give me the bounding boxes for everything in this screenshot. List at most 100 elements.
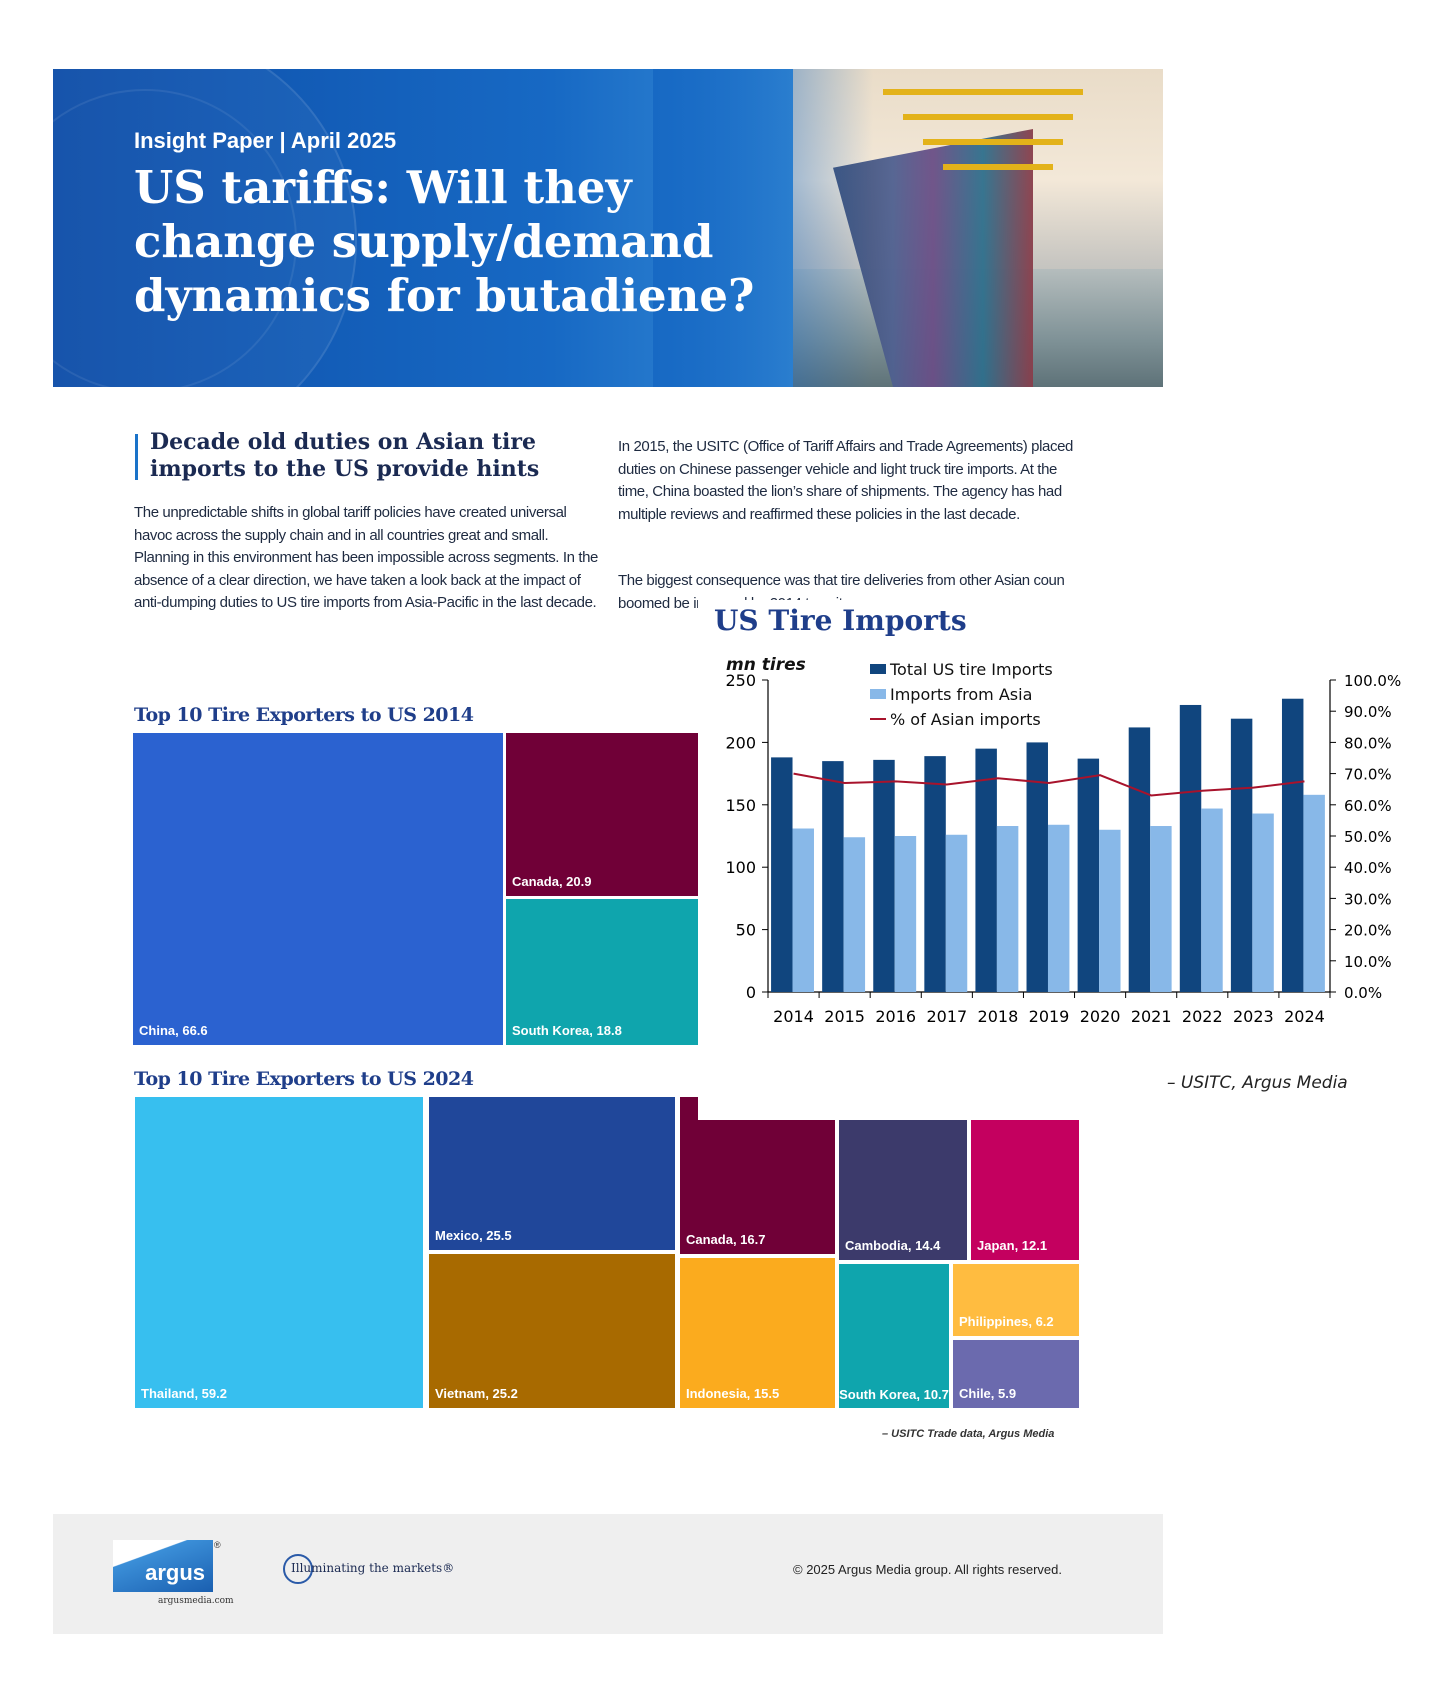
treemap-source-note: – USITC Trade data, Argus Media xyxy=(882,1428,1055,1440)
crane-image xyxy=(943,164,1053,170)
crane-image xyxy=(903,114,1073,120)
legend-swatch xyxy=(870,689,886,699)
treemap-cell-label: China, 66.6 xyxy=(139,1023,208,1038)
treemap-cell-south-korea: South Korea, 18.8 xyxy=(506,899,698,1045)
treemap-cell-label: Thailand, 59.2 xyxy=(141,1386,227,1401)
x-tick-label: 2019 xyxy=(1029,1007,1070,1026)
chart-title: US Tire Imports xyxy=(714,604,967,637)
y-tick-label: 150 xyxy=(725,796,756,815)
bar-total-imports xyxy=(1230,718,1253,992)
x-tick-label: 2018 xyxy=(978,1007,1019,1026)
x-tick-label: 2017 xyxy=(926,1007,967,1026)
bar-asia-imports xyxy=(1201,808,1223,992)
y2-tick-label: 50.0% xyxy=(1344,828,1392,846)
bar-total-imports xyxy=(771,757,793,992)
treemap-cell-label: Canada, 16.7 xyxy=(686,1232,766,1247)
tagline: Illuminating the markets® xyxy=(291,1561,455,1575)
copyright-text: © 2025 Argus Media group. All rights res… xyxy=(793,1562,1063,1577)
treemap-cell-label: South Korea, 18.8 xyxy=(512,1023,622,1038)
y2-tick-label: 90.0% xyxy=(1344,703,1392,721)
treemap-cell-cambodia: Cambodia, 14.4 xyxy=(839,1110,967,1260)
bar-asia-imports xyxy=(843,837,866,992)
chart-source-note: – USITC, Argus Media xyxy=(1167,1073,1348,1093)
treemap-cell-vietnam: Vietnam, 25.2 xyxy=(429,1254,675,1408)
bar-total-imports xyxy=(1077,758,1100,992)
paper-kicker: Insight Paper | April 2025 xyxy=(134,128,397,153)
legend-label: Total US tire Imports xyxy=(889,660,1053,679)
bar-total-imports xyxy=(924,756,946,992)
logo-url: argusmedia.com xyxy=(158,1596,234,1606)
treemap-cell-label: Canada, 20.9 xyxy=(512,874,592,889)
y-tick-label: 250 xyxy=(725,671,756,690)
treemap-cell-label: Indonesia, 15.5 xyxy=(686,1386,780,1401)
treemap-2024-title: Top 10 Tire Exporters to US 2024 xyxy=(134,1068,474,1090)
y2-tick-label: 30.0% xyxy=(1344,890,1392,908)
y2-tick-label: 20.0% xyxy=(1344,922,1392,940)
registered-mark: ® xyxy=(214,1540,221,1550)
section-heading: Decade old duties on Asian tire imports … xyxy=(150,429,540,482)
bar-asia-imports xyxy=(945,834,968,992)
logo-wordmark: argus xyxy=(145,1560,205,1585)
treemap-cell-chile: Chile, 5.9 xyxy=(953,1340,1079,1408)
treemap-cell-china: China, 66.6 xyxy=(133,733,503,1045)
bar-asia-imports xyxy=(1252,813,1274,992)
us-tire-imports-chart: 0 50 100 150 200 250 0.0% 10.0% 20.0% 30.0% 40.0% 5… xyxy=(725,655,1401,1026)
crane-image xyxy=(923,139,1063,145)
bar-total-imports xyxy=(873,759,895,992)
y-axis-title: mn tires xyxy=(726,655,806,675)
x-tick-label: 2022 xyxy=(1182,1007,1223,1026)
y2-tick-label: 70.0% xyxy=(1344,766,1392,784)
crane-image xyxy=(883,89,1083,95)
x-tick-label: 2024 xyxy=(1284,1007,1325,1026)
y-tick-label: 50 xyxy=(736,921,756,940)
x-tick-label: 2014 xyxy=(773,1007,814,1026)
y-tick-label: 100 xyxy=(725,858,756,877)
treemap-cell-label: Vietnam, 25.2 xyxy=(435,1386,518,1401)
bar-total-imports xyxy=(822,761,844,992)
treemap-cell-south-korea: South Korea, 10.7 xyxy=(839,1264,949,1408)
page-footer: argus ® argusmedia.com Illuminating the … xyxy=(53,1514,1163,1634)
intro-paragraph: The unpredictable shifts in global tarif… xyxy=(134,504,598,611)
treemap-cell-canada: Canada, 20.9 xyxy=(506,733,698,896)
treemap-cell-indonesia: Indonesia, 15.5 xyxy=(680,1258,835,1408)
legend-label: % of Asian imports xyxy=(890,710,1041,729)
y2-tick-label: 10.0% xyxy=(1344,953,1392,971)
y2-tick-label: 40.0% xyxy=(1344,859,1392,877)
y-tick-label: 0 xyxy=(746,983,756,1002)
bar-total-imports xyxy=(975,748,997,992)
line-asian-share xyxy=(793,772,1305,797)
lightbulb-icon xyxy=(283,1554,313,1584)
treemap-cell-label: Mexico, 25.5 xyxy=(435,1228,512,1243)
treemap-cell-canada: Canada, 16.7 xyxy=(680,1097,835,1254)
treemap-cell-label: Chile, 5.9 xyxy=(959,1386,1017,1401)
y2-tick-label: 80.0% xyxy=(1344,734,1392,752)
treemap-cell-label: South Korea, 10.7 xyxy=(839,1387,949,1402)
treemap-cell-philippines: Philippines, 6.2 xyxy=(953,1264,1079,1336)
y-tick-label: 200 xyxy=(725,733,756,752)
y2-tick-label: 60.0% xyxy=(1344,797,1392,815)
usitc-paragraph: In 2015, the USITC (Office of Tariff Aff… xyxy=(618,438,1073,523)
treemap-cell-label: Cambodia, 14.4 xyxy=(845,1238,941,1253)
section-accent-bar xyxy=(135,434,138,480)
bar-asia-imports xyxy=(1303,794,1325,992)
hero-gradient-overlay xyxy=(653,69,873,387)
bar-total-imports xyxy=(1026,742,1048,992)
bar-total-imports xyxy=(1128,727,1151,992)
argus-logo[interactable]: argus xyxy=(113,1540,213,1592)
x-tick-label: 2023 xyxy=(1233,1007,1274,1026)
y2-tick-label: 0.0% xyxy=(1344,984,1382,1002)
legend-swatch xyxy=(870,664,886,674)
x-tick-label: 2015 xyxy=(824,1007,865,1026)
bar-asia-imports xyxy=(1099,829,1121,992)
bar-total-imports xyxy=(1281,698,1304,992)
treemap-cell-label: Japan, 12.1 xyxy=(977,1238,1048,1253)
y2-tick-label: 100.0% xyxy=(1344,672,1401,690)
treemap-cell-label: Philippines, 6.2 xyxy=(959,1314,1054,1329)
treemap-cell-mexico: Mexico, 25.5 xyxy=(429,1097,675,1250)
treemap-cell-thailand: Thailand, 59.2 xyxy=(135,1097,423,1408)
treemap-2014-title: Top 10 Tire Exporters to US 2014 xyxy=(134,704,474,726)
legend-label: Imports from Asia xyxy=(890,685,1032,704)
treemap-cell-japan: Japan, 12.1 xyxy=(971,1110,1079,1260)
bar-asia-imports xyxy=(1150,826,1172,992)
bar-total-imports xyxy=(1179,704,1202,992)
